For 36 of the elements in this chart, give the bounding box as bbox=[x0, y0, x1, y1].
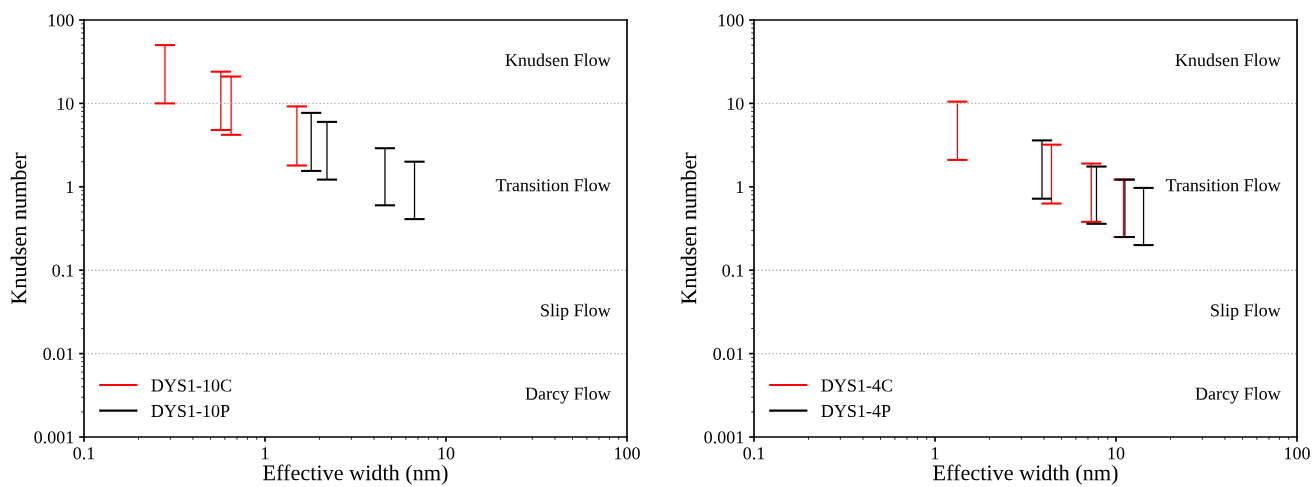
annotation: Slip Flow bbox=[1211, 303, 1281, 321]
y-tick-label: 0.001 bbox=[704, 431, 744, 444]
y-tick-label: 0.01 bbox=[713, 347, 744, 361]
legend-label: DYS1-10P bbox=[151, 404, 230, 418]
y-tick-label: 0.1 bbox=[722, 264, 744, 277]
y-axis-title: Knudsen number bbox=[10, 152, 27, 305]
x-tick-label: 1 bbox=[932, 447, 939, 460]
y-tick-label: 100 bbox=[48, 14, 74, 27]
legend-label: DYS1-4P bbox=[821, 404, 891, 418]
y-tick-label: 10 bbox=[727, 97, 744, 110]
legend-label: DYS1-10C bbox=[151, 379, 232, 392]
annotation: Darcy Flow bbox=[1195, 387, 1281, 404]
y-tick-label: 10 bbox=[57, 97, 74, 110]
x-tick-label: 1 bbox=[262, 447, 269, 460]
y-tick-label: 1 bbox=[66, 181, 74, 194]
y-tick-label: 100 bbox=[718, 14, 744, 27]
y-tick-label: 0.01 bbox=[43, 347, 74, 361]
y-tick-label: 1 bbox=[736, 181, 744, 194]
x-tick-label: 100 bbox=[1285, 447, 1310, 460]
annotation: Slip Flow bbox=[541, 303, 611, 321]
x-tick-label: 10 bbox=[1108, 447, 1125, 460]
x-tick-label: 0.1 bbox=[73, 447, 95, 460]
x-tick-label: 10 bbox=[438, 447, 455, 460]
y-tick-label: 0.001 bbox=[34, 431, 74, 444]
x-tick-label: 100 bbox=[615, 447, 640, 460]
y-axis-title: Knudsen number bbox=[680, 152, 697, 305]
annotation: Knudsen Flow bbox=[1175, 53, 1281, 67]
annotation: Transition Flow bbox=[1165, 178, 1281, 192]
annotation: Knudsen Flow bbox=[505, 53, 611, 67]
annotation: Darcy Flow bbox=[525, 387, 611, 404]
legend-label: DYS1-4C bbox=[821, 379, 893, 392]
x-axis-title: Effective width (nm) bbox=[263, 464, 448, 485]
x-axis-title: Effective width (nm) bbox=[933, 464, 1118, 485]
x-tick-label: 0.1 bbox=[743, 447, 765, 460]
y-tick-label: 0.1 bbox=[52, 264, 74, 277]
annotation: Transition Flow bbox=[495, 178, 611, 192]
